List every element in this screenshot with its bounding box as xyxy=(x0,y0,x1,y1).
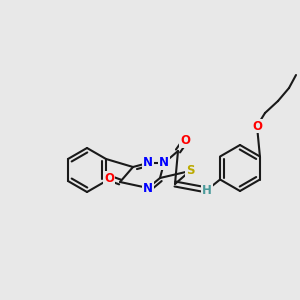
Text: H: H xyxy=(202,184,212,196)
Text: O: O xyxy=(252,119,262,133)
Text: O: O xyxy=(104,172,114,184)
Text: S: S xyxy=(186,164,194,178)
Text: O: O xyxy=(180,134,190,148)
Text: N: N xyxy=(143,157,153,169)
Text: N: N xyxy=(143,182,153,194)
Text: N: N xyxy=(159,157,169,169)
